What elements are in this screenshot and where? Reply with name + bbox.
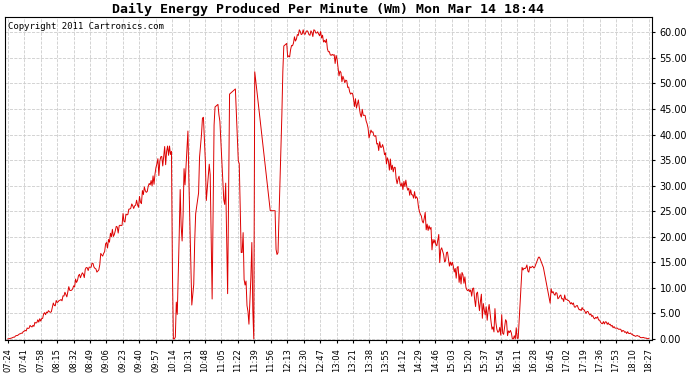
Text: Copyright 2011 Cartronics.com: Copyright 2011 Cartronics.com [8, 22, 164, 31]
Title: Daily Energy Produced Per Minute (Wm) Mon Mar 14 18:44: Daily Energy Produced Per Minute (Wm) Mo… [112, 3, 544, 16]
